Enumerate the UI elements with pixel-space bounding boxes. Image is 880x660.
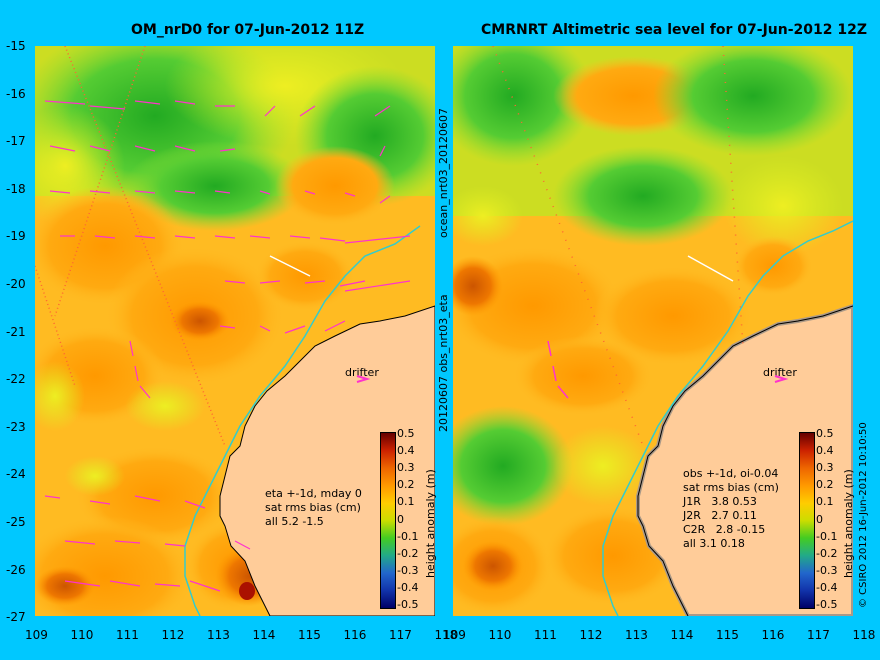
left-map: drifter (35, 46, 435, 616)
lon-tick-label: 114 (252, 628, 276, 642)
stats-line: sat rms bias (cm) (265, 501, 361, 514)
lon-tick-label: 117 (389, 628, 412, 642)
colorbar-tick-label: -0.5 (397, 598, 419, 611)
lon-tick-label: 118 (852, 628, 876, 642)
colorbar-tick-label: 0 (816, 512, 823, 526)
lat-tick-label: -27 (6, 610, 26, 625)
lon-tick-label: 111 (534, 628, 557, 642)
colorbar-tick-label: 0.4 (397, 444, 415, 458)
lon-tick-label: 118 (434, 628, 458, 642)
lon-tick-label: 116 (343, 628, 367, 642)
middle-label-top: ocean_nrt03_20120607 (437, 107, 450, 238)
colorbar-tick-label: -0.5 (816, 598, 838, 611)
colorbar-tick-label: -0.3 (397, 563, 419, 577)
lon-tick-label: 112 (579, 628, 603, 642)
lon-tick-label: 115 (716, 628, 739, 642)
lat-tick-label: -22 (6, 372, 26, 387)
lon-tick-label: 109 (25, 628, 48, 642)
colorbar-tick-label: 0.3 (397, 461, 415, 475)
stats-line: J2R 2.7 0.11 (683, 509, 757, 522)
lon-tick-label: 113 (207, 628, 230, 642)
lon-tick-label: 109 (443, 628, 466, 642)
colorbar-tick-label: 0.2 (816, 478, 834, 492)
lon-tick-label: 111 (116, 628, 139, 642)
colorbar-tick-label: 0.1 (816, 495, 834, 509)
stats-line: eta +-1d, mday 0 (265, 487, 362, 500)
stats-line: C2R 2.8 -0.15 (683, 523, 766, 536)
stats-line: all 3.1 0.18 (683, 537, 745, 550)
stats-line: all 5.2 -1.5 (265, 515, 324, 528)
left-map-canvas: drifter (35, 46, 435, 616)
stats-line: obs +-1d, oi-0.04 (683, 467, 779, 480)
right-map-canvas: drifter (453, 46, 853, 616)
stats-line: sat rms bias (cm) (683, 481, 779, 494)
lat-tick-label: -24 (6, 467, 26, 482)
colorbar-tick-label: 0.3 (816, 461, 834, 475)
left-colorbar-label: height anomaly (m) (424, 469, 437, 578)
left-map-title: OM_nrD0 for 07-Jun-2012 11Z (131, 22, 365, 38)
lat-tick-label: -23 (6, 419, 26, 434)
lat-tick-label: -20 (6, 277, 26, 291)
right-drifter-label: drifter (763, 366, 797, 379)
left-stats: eta +-1d, mday 0 sat rms bias (cm) all 5.2… (265, 487, 362, 529)
right-stats: obs +-1d, oi-0.04 sat rms bias (cm) J1R 3.… (683, 467, 779, 551)
colorbar-tick-label: -0.3 (816, 563, 838, 577)
colorbar-tick-label: -0.4 (816, 580, 838, 594)
colorbar-tick-label: -0.4 (397, 580, 419, 594)
lat-tick-label: -19 (6, 229, 26, 244)
colorbar-tick-label: -0.2 (397, 546, 419, 560)
lat-tick-label: -21 (6, 324, 26, 339)
colorbar-tick-label: 0.2 (397, 478, 415, 492)
right-map: drifter (453, 46, 853, 616)
stats-line: J1R 3.8 0.53 (683, 495, 757, 508)
colorbar-tick-label: 0.1 (397, 495, 415, 509)
colorbar-tick-label: -0.2 (816, 546, 838, 560)
left-drifter-label: drifter (345, 366, 379, 379)
credit-text: © CSIRO 2012 16-Jun-2012 10:10:50 (858, 422, 869, 608)
lon-tick-label: 114 (670, 628, 694, 642)
lon-tick-label: 116 (761, 628, 785, 642)
lon-tick-label: 110 (70, 628, 94, 642)
left-colorbar (380, 432, 396, 609)
lon-tick-label: 112 (161, 628, 185, 642)
lat-tick-label: -17 (6, 134, 26, 149)
colorbar-tick-label: 0.5 (816, 427, 834, 440)
left-isobath (184, 225, 421, 616)
lat-tick-label: -18 (6, 181, 26, 196)
lon-tick-label: 113 (625, 628, 648, 642)
lat-tick-label: -26 (6, 562, 26, 577)
lat-tick-label: -16 (6, 86, 26, 101)
colorbar-tick-label: 0.4 (816, 444, 834, 458)
right-colorbar (799, 432, 815, 609)
lat-tick-label: -25 (6, 515, 26, 529)
lon-tick-label: 117 (807, 628, 830, 642)
lon-tick-label: 115 (298, 628, 321, 642)
lat-tick-label: -15 (6, 39, 26, 53)
colorbar-tick-label: -0.1 (397, 529, 419, 543)
lon-tick-label: 110 (488, 628, 512, 642)
middle-label-bottom: 20120607 obs_nrt03_eta (437, 294, 450, 432)
right-map-title: CMRNRT Altimetric sea level for 07-Jun-2… (481, 22, 867, 38)
colorbar-tick-label: 0.5 (397, 427, 415, 440)
right-colorbar-label: height anomaly (m) (842, 469, 855, 578)
colorbar-tick-label: 0 (397, 512, 404, 526)
colorbar-tick-label: -0.1 (816, 529, 838, 543)
left-velocity-arrows (44, 100, 411, 592)
right-isobath (602, 220, 853, 616)
